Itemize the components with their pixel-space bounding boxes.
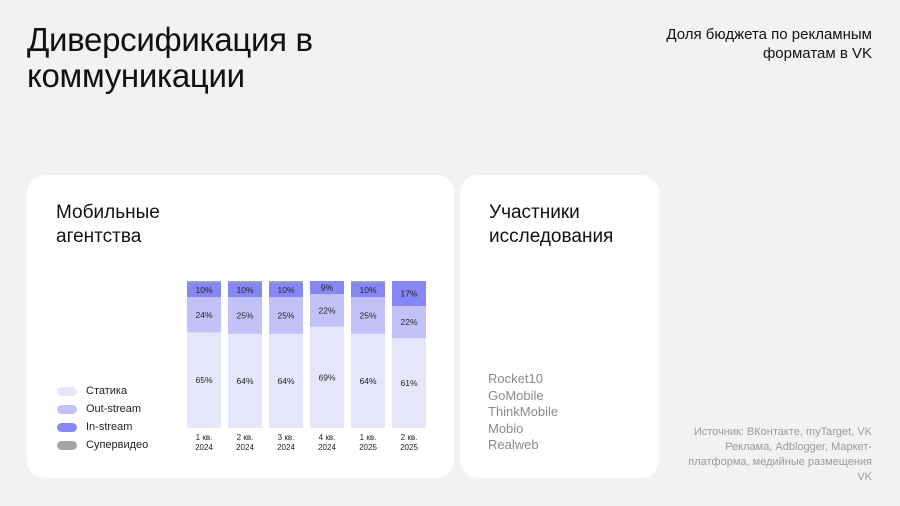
bar-segment (392, 338, 426, 428)
participant-item: Rocket10 (488, 371, 543, 386)
x-tick-label: 3 кв. (278, 433, 295, 442)
legend-swatch (57, 422, 77, 432)
x-tick-label: 2025 (359, 443, 377, 452)
participants-card: Участники исследования Rocket10 GoMobile… (460, 175, 659, 478)
bar-segment (228, 333, 262, 428)
agencies-card-title: Мобильные агентства (56, 202, 160, 247)
x-tick-label: 1 кв. (196, 433, 213, 442)
agencies-card: Мобильные агентства 65% 24% 10% 1 кв. 2024 64… (27, 175, 454, 478)
legend-item: In-stream (57, 418, 148, 436)
x-tick-label: 2024 (277, 443, 295, 452)
bar-value-label: 17% (400, 288, 417, 298)
bar-value-label: 64% (277, 376, 294, 386)
x-tick-label: 4 кв. (319, 433, 336, 442)
bar-value-label: 22% (318, 305, 335, 315)
bar-segment (310, 326, 344, 428)
bar-value-label: 25% (359, 311, 376, 321)
participant-item: Mobio (488, 420, 524, 436)
bar-segment (269, 297, 303, 334)
x-tick-label: 2 кв. (401, 433, 418, 442)
legend-label: Out-stream (86, 403, 142, 415)
bar-segment (351, 333, 385, 428)
bar-segment (269, 333, 303, 428)
x-tick-label: 2025 (400, 443, 418, 452)
x-tick-label: 2024 (236, 443, 254, 452)
x-tick-label: 2024 (318, 443, 336, 452)
legend-label: Статика (86, 385, 128, 397)
bar-value-label: 69% (318, 372, 335, 382)
bar-segment (269, 281, 303, 283)
bar-segment (187, 281, 221, 283)
bar-segment (310, 294, 344, 327)
bar-segment (392, 281, 426, 306)
bar-segment (392, 305, 426, 339)
bar-segment (228, 281, 262, 283)
legend-item: Статика (57, 382, 148, 400)
legend-item: Супервидео (57, 436, 148, 454)
source-note: Источник: ВКонтакте, myTarget, VK Реклам… (688, 426, 872, 483)
x-tick-label: 2024 (195, 443, 213, 452)
bar-value-label: 10% (359, 285, 376, 295)
legend-label: In-stream (86, 421, 133, 433)
bar-value-label: 10% (195, 285, 212, 295)
legend-item: Out-stream (57, 400, 148, 418)
bar-value-label: 61% (400, 378, 417, 388)
bar-value-label: 10% (277, 285, 294, 295)
bar-segment (187, 297, 221, 333)
bar-segment (310, 281, 344, 295)
bar-value-label: 25% (277, 311, 294, 321)
bar-segment (187, 282, 221, 298)
legend-swatch (57, 404, 77, 414)
legend-label: Супервидео (86, 439, 149, 451)
x-tick-label: 1 кв. (360, 433, 377, 442)
bar-value-label: 9% (321, 283, 334, 293)
bar-segment (187, 332, 221, 428)
page-subtitle: Доля бюджета по рекламным форматам в VK (666, 26, 872, 62)
participants-card-title: Участники исследования (489, 202, 614, 247)
bar-segment (351, 282, 385, 298)
bar-value-label: 22% (400, 317, 417, 327)
x-tick-label: 2 кв. (237, 433, 254, 442)
bar-value-label: 64% (359, 376, 376, 386)
bar-value-label: 65% (195, 375, 212, 385)
legend-swatch (57, 386, 77, 396)
bar-segment (351, 281, 385, 283)
bar-value-label: 24% (195, 310, 212, 320)
participants-list: Rocket10 GoMobile ThinkMobile Mobio Real… (488, 371, 558, 454)
bar-segment (351, 297, 385, 334)
bar-segment (269, 282, 303, 298)
participant-item: Realweb (488, 437, 539, 452)
participant-item: GoMobile (488, 387, 544, 403)
bar-value-label: 10% (236, 285, 253, 295)
bar-value-label: 64% (236, 376, 253, 386)
legend-swatch (57, 440, 77, 450)
chart-legend: Статика Out-stream In-stream Супервидео (57, 382, 148, 454)
page-title: Диверсификация в коммуникации (27, 21, 313, 94)
bar-segment (228, 282, 262, 298)
bar-segment (228, 297, 262, 334)
bar-value-label: 25% (236, 311, 253, 321)
participant-item: ThinkMobile (488, 404, 559, 419)
